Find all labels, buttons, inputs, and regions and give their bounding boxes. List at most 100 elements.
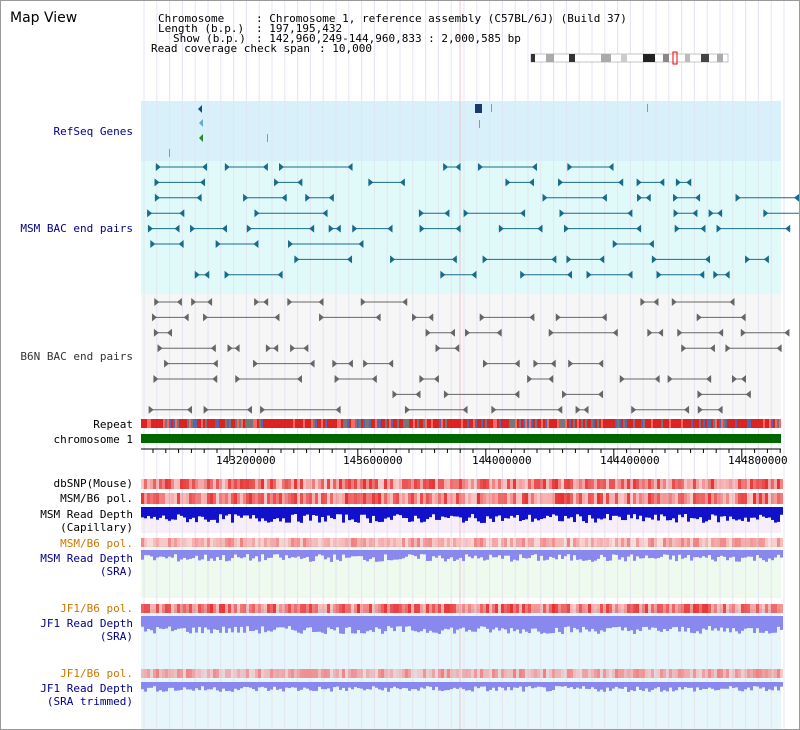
track-label-jf1-depth[interactable]: JF1 Read Depth bbox=[40, 617, 133, 630]
depth-bar bbox=[177, 507, 180, 515]
track-label-jf1-pol-2[interactable]: JF1/B6 pol. bbox=[60, 667, 133, 680]
depth-bar bbox=[780, 682, 783, 687]
depth-bar bbox=[267, 682, 270, 691]
depth-bar bbox=[615, 507, 618, 516]
density-mark bbox=[585, 604, 588, 613]
depth-bar bbox=[162, 682, 165, 692]
bac-end bbox=[154, 298, 160, 306]
bac-end bbox=[303, 344, 309, 353]
track-label-refseq[interactable]: RefSeq Genes bbox=[53, 125, 133, 138]
depth-bar bbox=[297, 616, 300, 633]
repeat-mark bbox=[463, 419, 465, 428]
track-label-b6n-bac[interactable]: B6N BAC end pairs bbox=[20, 350, 133, 363]
density-mark bbox=[720, 479, 723, 489]
density-mark bbox=[648, 669, 651, 678]
depth-bar bbox=[243, 616, 246, 633]
density-mark bbox=[369, 669, 372, 678]
depth-bar bbox=[186, 507, 189, 523]
density-mark bbox=[636, 479, 639, 489]
density-mark bbox=[666, 669, 669, 678]
repeat-mark bbox=[153, 419, 155, 428]
track-label-msm-bac[interactable]: MSM BAC end pairs bbox=[20, 222, 133, 235]
density-mark bbox=[237, 604, 240, 613]
depth-bar bbox=[549, 550, 552, 557]
repeat-mark bbox=[525, 419, 527, 428]
depth-bar bbox=[183, 550, 186, 558]
density-mark bbox=[207, 538, 210, 547]
density-mark bbox=[522, 493, 525, 504]
depth-bar bbox=[492, 682, 495, 688]
depth-bar bbox=[159, 507, 162, 518]
track-label-repeat[interactable]: Repeat bbox=[93, 418, 133, 431]
density-mark bbox=[657, 669, 660, 678]
bac-end bbox=[147, 209, 153, 218]
track-label-jf1-trim[interactable]: JF1 Read Depth bbox=[40, 682, 133, 695]
density-mark bbox=[441, 669, 444, 678]
depth-bar bbox=[672, 507, 675, 519]
density-mark bbox=[648, 604, 651, 613]
depth-bar bbox=[174, 682, 177, 691]
density-mark bbox=[153, 669, 156, 678]
density-mark bbox=[168, 479, 171, 489]
depth-bar bbox=[675, 682, 678, 691]
density-mark bbox=[591, 538, 594, 547]
depth-bar bbox=[684, 682, 687, 688]
depth-bar bbox=[747, 682, 750, 688]
density-mark bbox=[483, 669, 486, 678]
density-mark bbox=[522, 604, 525, 613]
density-mark bbox=[546, 604, 549, 613]
depth-bar bbox=[411, 550, 414, 555]
depth-bar bbox=[357, 682, 360, 689]
density-mark bbox=[180, 538, 183, 547]
depth-bar bbox=[348, 682, 351, 688]
track-label-dbsnp[interactable]: dbSNP(Mouse) bbox=[53, 477, 133, 490]
depth-bar bbox=[378, 550, 381, 562]
repeat-mark bbox=[257, 419, 259, 428]
density-mark bbox=[765, 493, 768, 504]
bac-end bbox=[212, 359, 218, 368]
depth-bar bbox=[255, 507, 258, 519]
track-label-chromosome[interactable]: chromosome 1 bbox=[53, 433, 133, 446]
depth-bar bbox=[432, 616, 435, 633]
repeat-mark bbox=[709, 419, 711, 428]
depth-bar bbox=[657, 507, 660, 521]
repeat-mark bbox=[221, 419, 223, 428]
bac-end bbox=[558, 178, 564, 187]
bac-end bbox=[204, 270, 210, 279]
density-mark bbox=[237, 538, 240, 547]
density-mark bbox=[573, 604, 576, 613]
bac-end bbox=[706, 375, 712, 383]
track-label-msm-pol[interactable]: MSM/B6 pol. bbox=[60, 492, 133, 505]
track-label-msm-depth-cap[interactable]: MSM Read Depth bbox=[40, 508, 133, 521]
track-label-msm-depth-sra[interactable]: MSM Read Depth bbox=[40, 552, 133, 565]
density-mark bbox=[651, 604, 654, 613]
density-mark bbox=[276, 493, 279, 504]
depth-bar bbox=[438, 682, 441, 691]
track-label-msm-pol-sra[interactable]: MSM/B6 pol. bbox=[60, 537, 133, 550]
depth-bar bbox=[435, 682, 438, 687]
density-mark bbox=[159, 493, 162, 504]
density-mark bbox=[615, 604, 618, 613]
depth-bar bbox=[258, 550, 261, 562]
density-mark bbox=[441, 479, 444, 489]
density-mark bbox=[357, 604, 360, 613]
density-mark bbox=[429, 479, 432, 489]
depth-bar bbox=[768, 682, 771, 690]
density-mark bbox=[579, 538, 582, 547]
depth-bar bbox=[168, 682, 171, 688]
density-mark bbox=[567, 669, 570, 678]
density-mark bbox=[519, 669, 522, 678]
depth-bar bbox=[735, 616, 738, 632]
track-label-jf1-pol[interactable]: JF1/B6 pol. bbox=[60, 602, 133, 615]
bac-end bbox=[273, 344, 279, 353]
depth-bar bbox=[510, 682, 513, 691]
depth-bar bbox=[210, 507, 213, 520]
repeat-mark bbox=[685, 419, 687, 428]
repeat-mark bbox=[397, 419, 399, 428]
repeat-mark bbox=[629, 419, 631, 428]
density-mark bbox=[612, 669, 615, 678]
density-mark bbox=[714, 604, 717, 613]
depth-bar bbox=[642, 550, 645, 559]
density-mark bbox=[297, 604, 300, 613]
depth-bar bbox=[675, 550, 678, 562]
